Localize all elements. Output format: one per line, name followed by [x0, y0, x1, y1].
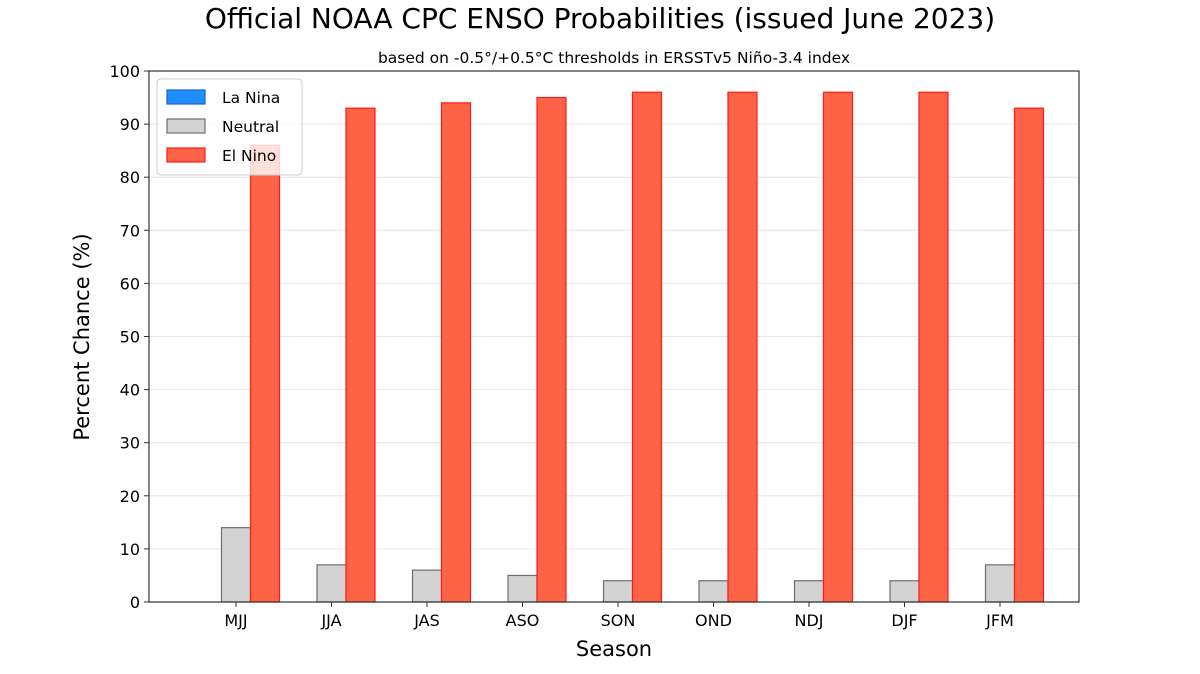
y-tick-label-0: 0: [130, 593, 140, 612]
bar-el-nino-ndj: [822, 91, 854, 603]
y-tick-label-10: 10: [120, 540, 140, 559]
legend: La Nina Neutral El Nino: [156, 78, 303, 176]
bar-neutral-djf: [889, 580, 920, 603]
chart-title: Official NOAA CPC ENSO Probabilities (is…: [205, 2, 995, 35]
bar-neutral-ndj: [793, 580, 825, 603]
y-tick-label-40: 40: [120, 381, 140, 400]
bar-el-nino-jja: [345, 107, 376, 603]
bar-el-nino-jas: [440, 102, 472, 603]
legend-label-neutral: Neutral: [222, 118, 279, 136]
x-tick-label-jja: JJA: [320, 611, 341, 630]
x-tick-label-jfm: JFM: [985, 611, 1014, 630]
x-axis-label: Season: [576, 637, 652, 661]
x-axis: MJJ JJA JAS ASO SON OND NDJ DJF JFM: [224, 602, 1014, 630]
bar-neutral-jfm: [984, 564, 1016, 603]
chart-subtitle: based on -0.5°/+0.5°C thresholds in ERSS…: [378, 49, 850, 67]
y-tick-label-70: 70: [120, 221, 140, 240]
bars: [220, 91, 1045, 603]
bar-el-nino-djf: [918, 91, 949, 603]
x-tick-label-son: SON: [601, 611, 636, 630]
bar-neutral-son: [602, 580, 634, 603]
y-tick-label-60: 60: [120, 274, 140, 293]
bar-el-nino-ond: [727, 91, 758, 603]
y-tick-label-80: 80: [120, 168, 140, 187]
bar-el-nino-son: [631, 91, 663, 603]
bar-neutral-jja: [316, 564, 347, 603]
bar-el-nino-mjj: [249, 144, 281, 603]
bar-neutral-mjj: [220, 527, 252, 603]
bar-el-nino-aso: [536, 96, 567, 603]
x-tick-label-mjj: MJJ: [224, 611, 247, 630]
legend-label-el-nino: El Nino: [222, 147, 276, 165]
y-tick-label-50: 50: [120, 328, 140, 347]
bar-neutral-jas: [411, 569, 443, 603]
y-tick-label-90: 90: [120, 115, 140, 134]
legend-swatch-la-nina: [166, 89, 206, 105]
x-tick-label-ond: OND: [695, 611, 732, 630]
bar-neutral-aso: [507, 574, 538, 603]
y-tick-label-100: 100: [109, 62, 140, 81]
bar-el-nino-jfm: [1013, 107, 1045, 603]
x-tick-label-jas: JAS: [413, 611, 440, 630]
x-tick-label-ndj: NDJ: [794, 611, 823, 630]
legend-label-la-nina: La Nina: [222, 89, 280, 107]
y-tick-label-30: 30: [120, 434, 140, 453]
x-tick-label-aso: ASO: [506, 611, 540, 630]
legend-swatch-neutral: [166, 118, 206, 134]
gridlines: [149, 123, 1079, 550]
bar-neutral-ond: [698, 580, 729, 603]
y-axis: 0 10 20 30 40 50 60 70 80 90 100: [109, 62, 149, 612]
legend-swatch-el-nino: [166, 147, 206, 163]
y-axis-label: Percent Chance (%): [70, 233, 94, 440]
y-tick-label-20: 20: [120, 487, 140, 506]
x-tick-label-djf: DJF: [891, 611, 917, 630]
